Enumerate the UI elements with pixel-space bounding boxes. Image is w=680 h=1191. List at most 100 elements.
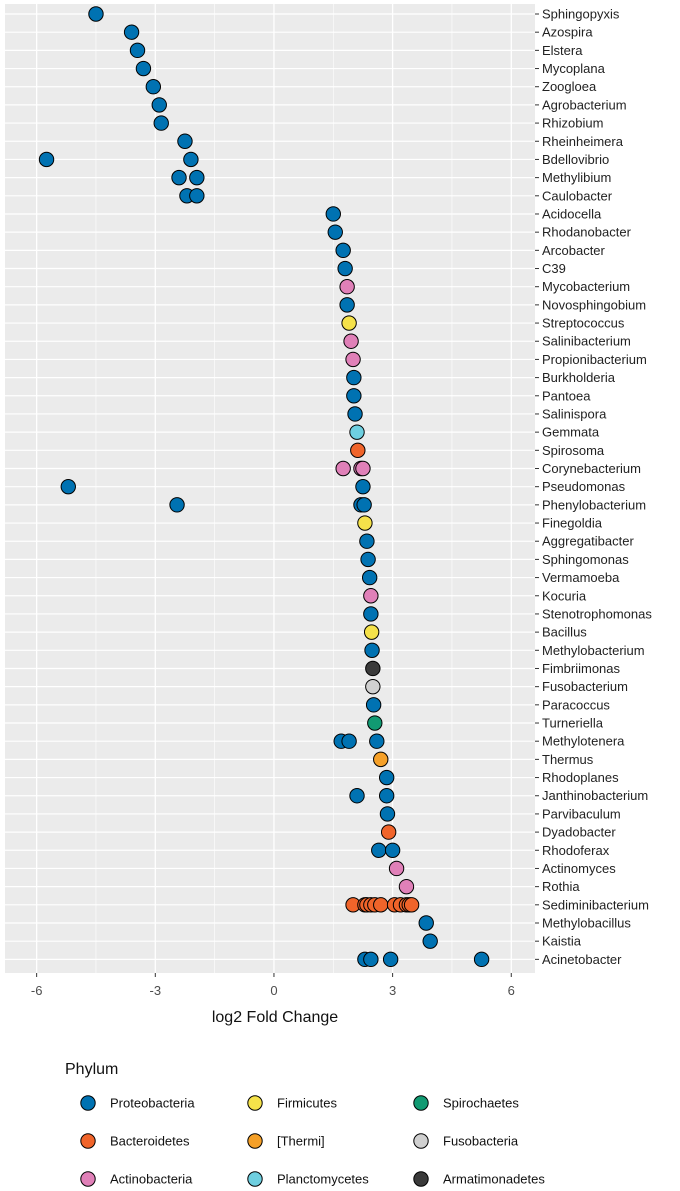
genus-label-fusobacterium: Fusobacterium [542,679,628,694]
point-thermus [373,751,389,768]
genus-label-fimbriimonas: Fimbriimonas [542,661,621,676]
x-axis-title: log2 Fold Change [212,1009,338,1026]
genus-label-methylibium: Methylibium [542,170,611,185]
point-methylibium [171,169,187,186]
point-paracoccus [365,697,382,713]
point-fusobacterium [365,678,381,695]
point-actinomyces [388,860,405,877]
point-pseudomonas [60,478,76,495]
genus-label-salinibacterium: Salinibacterium [542,334,631,349]
data-points [38,6,490,968]
point-acidocella [325,206,341,222]
point-stenotrophomonas [363,606,379,622]
point-methylobacillus [418,915,434,931]
x-tick-label: 3 [389,983,396,998]
genus-label-acidocella: Acidocella [542,206,602,221]
x-tick-label: -6 [31,983,43,998]
point-pantoea [346,388,362,404]
point-aggregatibacter [359,533,375,549]
legend-label-armatimonadetes: Armatimonadetes [443,1172,545,1187]
legend-label-fusobacteria: Fusobacteria [443,1134,519,1149]
point-kaistia [422,933,438,949]
point-sediminibacterium [403,897,420,913]
legend-key-planctomycetes [247,1171,263,1187]
genus-label-caulobacter: Caulobacter [542,188,613,203]
point-streptococcus [341,315,357,331]
genus-label-rheinheimera: Rheinheimera [542,134,624,149]
point-phenylobacterium [169,497,185,513]
point-spirosoma [350,442,366,459]
point-corynebacterium [335,460,351,477]
legend-label-spirochaetes: Spirochaetes [443,1096,519,1111]
point-finegoldia [357,515,373,531]
genus-label-janthinobacterium: Janthinobacterium [542,788,648,803]
legend-key-actinobacteria [80,1171,96,1187]
point-fimbriimonas [365,660,381,677]
point-zoogloea [145,79,162,95]
legend-key-fusobacteria [413,1133,429,1149]
legend-label-thermi: [Thermi] [277,1134,325,1149]
point-propionibacterium [345,351,361,368]
point-rothia [398,878,415,895]
genus-label-burkholderia: Burkholderia [542,370,616,385]
genus-label-pantoea: Pantoea [542,388,591,403]
genus-label-c39: C39 [542,261,566,276]
point-sediminibacterium [373,897,389,913]
point-elstera [129,42,146,59]
legend-key-proteobacteria [80,1095,96,1111]
genus-label-methylobacterium: Methylobacterium [542,643,645,658]
point-salinibacterium [343,333,359,349]
point-azospira [123,24,140,40]
genus-label-sediminibacterium: Sediminibacterium [542,897,649,912]
x-tick-label: 0 [270,983,277,998]
point-janthinobacterium [378,788,395,804]
point-bdellovibrio [38,151,55,168]
genus-label-paracoccus: Paracoccus [542,697,610,712]
genus-label-bacillus: Bacillus [542,625,587,640]
grid-lines [5,4,535,973]
genus-label-methylotenera: Methylotenera [542,734,625,749]
point-rhodoplanes [378,769,395,786]
point-methylotenera [369,733,385,749]
genus-label-spirosoma: Spirosoma [542,443,605,458]
genus-label-rhodanobacter: Rhodanobacter [542,225,632,240]
genus-label-zoogloea: Zoogloea [542,79,597,94]
genus-label-parvibaculum: Parvibaculum [542,806,621,821]
genus-label-turneriella: Turneriella [542,716,604,731]
genus-label-rhizobium: Rhizobium [542,116,603,131]
point-sphingopyxis [88,6,104,22]
plot-panel [5,4,535,973]
genus-label-methylobacillus: Methylobacillus [542,916,631,931]
point-pseudomonas [355,478,371,495]
genus-label-finegoldia: Finegoldia [542,516,603,531]
genus-label-actinomyces: Actinomyces [542,861,616,876]
genus-label-rhodoplanes: Rhodoplanes [542,770,619,785]
x-tick-label: -3 [150,983,162,998]
genus-label-pseudomonas: Pseudomonas [542,479,626,494]
point-c39 [337,260,353,277]
genus-label-mycoplana: Mycoplana [542,61,606,76]
point-arcobacter [335,242,351,259]
genus-label-rothia: Rothia [542,879,580,894]
genus-label-gemmata: Gemmata [542,425,600,440]
genus-label-stenotrophomonas: Stenotrophomonas [542,606,652,621]
genus-label-vermamoeba: Vermamoeba [542,570,620,585]
genus-label-bdellovibrio: Bdellovibrio [542,152,609,167]
point-acinetobacter [473,951,490,968]
genus-label-azospira: Azospira [542,25,593,40]
genus-label-novosphingobium: Novosphingobium [542,297,646,312]
genus-label-mycobacterium: Mycobacterium [542,279,630,294]
point-corynebacterium [355,460,371,477]
point-janthinobacterium [349,788,365,804]
genus-label-aggregatibacter: Aggregatibacter [542,534,634,549]
genus-label-dyadobacter: Dyadobacter [542,825,616,840]
point-methylotenera [341,733,357,749]
point-acinetobacter [382,951,399,968]
point-acinetobacter [363,951,379,968]
legend-label-bacteroidetes: Bacteroidetes [110,1134,190,1149]
genus-label-propionibacterium: Propionibacterium [542,352,647,367]
point-mycoplana [135,60,152,77]
point-burkholderia [346,369,362,386]
point-parvibaculum [379,806,396,822]
